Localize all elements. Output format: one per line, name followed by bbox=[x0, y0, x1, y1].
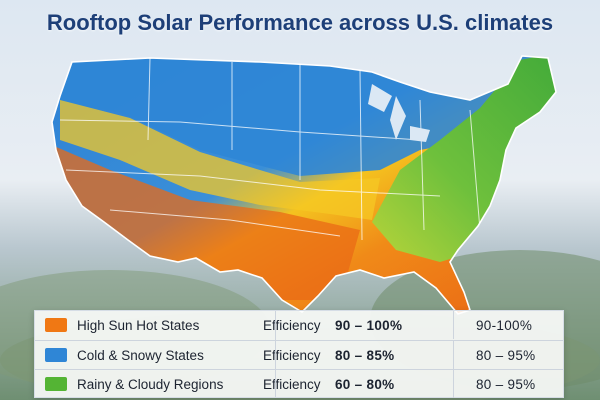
legend-row-cold: Cold & Snowy States Efficiency 80 – 85% … bbox=[35, 340, 563, 369]
legend-label: Rainy & Cloudy Regions bbox=[77, 376, 224, 392]
page-title: Rooftop Solar Performance across U.S. cl… bbox=[46, 10, 554, 35]
efficiency-label: Efficiency bbox=[263, 317, 321, 333]
efficiency-value: 80 – 85% bbox=[335, 347, 395, 363]
swatch-hot bbox=[45, 318, 67, 332]
legend-row-rainy: Rainy & Cloudy Regions Efficiency 60 – 8… bbox=[35, 369, 563, 398]
efficiency-value: 60 – 80% bbox=[335, 376, 395, 392]
efficiency-label: Efficiency bbox=[263, 347, 321, 363]
swatch-cold bbox=[45, 348, 67, 362]
divider bbox=[453, 341, 454, 369]
legend-label: High Sun Hot States bbox=[77, 317, 200, 333]
divider bbox=[453, 311, 454, 339]
alt-range: 80 – 95% bbox=[476, 376, 536, 392]
efficiency-value: 90 – 100% bbox=[335, 317, 403, 333]
divider bbox=[275, 311, 276, 397]
efficiency-label: Efficiency bbox=[263, 376, 321, 392]
alt-range: 90-100% bbox=[476, 317, 533, 333]
divider bbox=[453, 370, 454, 398]
swatch-rainy bbox=[45, 377, 67, 391]
legend-table: High Sun Hot States Efficiency 90 – 100%… bbox=[34, 310, 564, 398]
alt-range: 80 – 95% bbox=[476, 347, 536, 363]
legend-label: Cold & Snowy States bbox=[77, 347, 204, 363]
legend-row-hot: High Sun Hot States Efficiency 90 – 100%… bbox=[35, 311, 563, 339]
